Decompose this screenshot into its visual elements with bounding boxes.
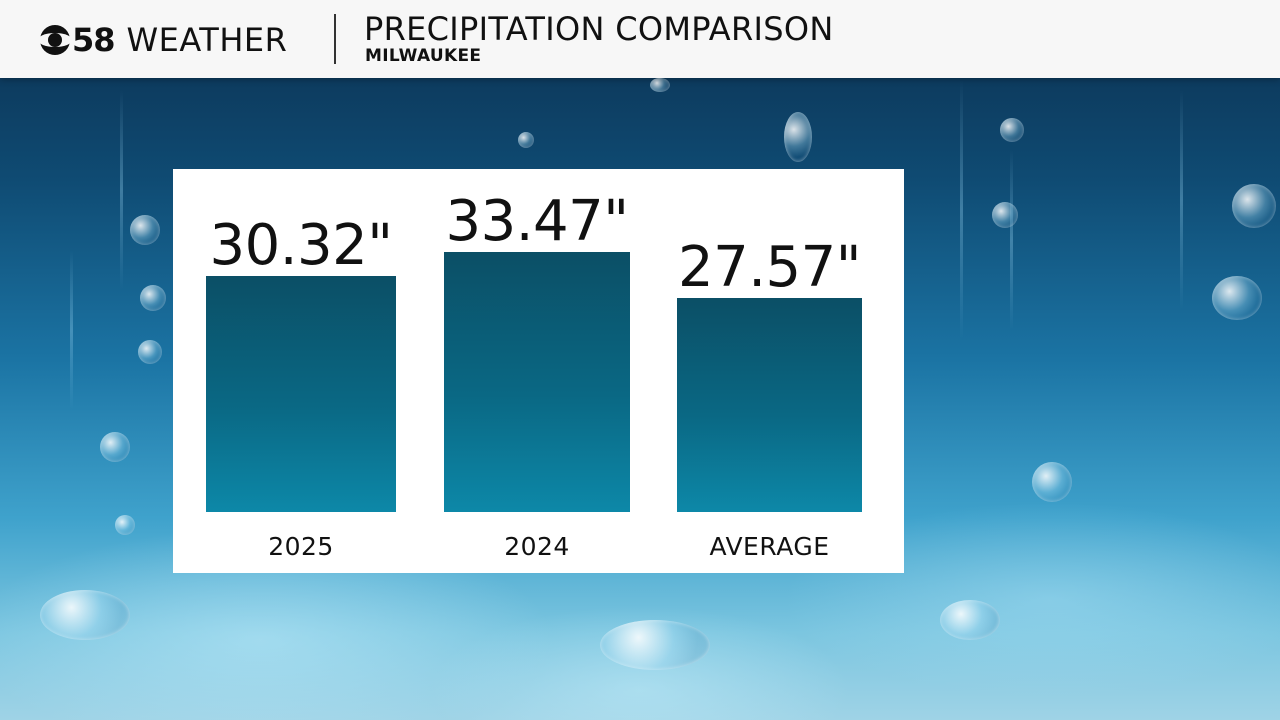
category-label-2024: 2024	[504, 532, 570, 561]
bar-2024	[444, 252, 630, 512]
rain-streak	[120, 90, 123, 290]
category-label-2025: 2025	[268, 532, 334, 561]
page-subtitle: MILWAUKEE	[365, 46, 482, 66]
water-drop	[115, 515, 135, 535]
water-drop	[1000, 118, 1024, 142]
bar-2025	[206, 276, 396, 512]
bar-average	[677, 298, 862, 512]
value-label-2025: 30.32"	[209, 213, 393, 278]
water-drop	[518, 132, 534, 148]
water-drop	[650, 78, 670, 92]
water-drop	[130, 215, 160, 245]
water-drop	[40, 590, 130, 640]
water-drop	[784, 112, 812, 162]
logo-channel-number: 58	[72, 21, 116, 59]
water-drop	[992, 202, 1018, 228]
water-drop	[600, 620, 710, 670]
water-drop	[1032, 462, 1072, 502]
water-drop	[1212, 276, 1262, 320]
header-bar: 58 WEATHER PRECIPITATION COMPARISON MILW…	[0, 0, 1280, 78]
category-label-average: AVERAGE	[709, 532, 830, 561]
water-drop	[140, 285, 166, 311]
water-drop	[138, 340, 162, 364]
header-divider	[334, 14, 336, 64]
value-label-average: 27.57"	[677, 235, 862, 300]
water-drop	[100, 432, 130, 462]
rain-streak	[70, 250, 73, 410]
logo-wordmark: WEATHER	[126, 21, 288, 59]
rain-streak	[1180, 90, 1183, 310]
value-label-2024: 33.47"	[445, 189, 629, 254]
rain-streak	[960, 80, 963, 340]
cbs-eye-icon	[38, 25, 72, 55]
page-title: PRECIPITATION COMPARISON	[364, 10, 834, 48]
water-drop	[940, 600, 1000, 640]
station-logo: 58 WEATHER	[38, 20, 288, 60]
rain-streak	[1010, 150, 1013, 330]
water-drop	[1232, 184, 1276, 228]
